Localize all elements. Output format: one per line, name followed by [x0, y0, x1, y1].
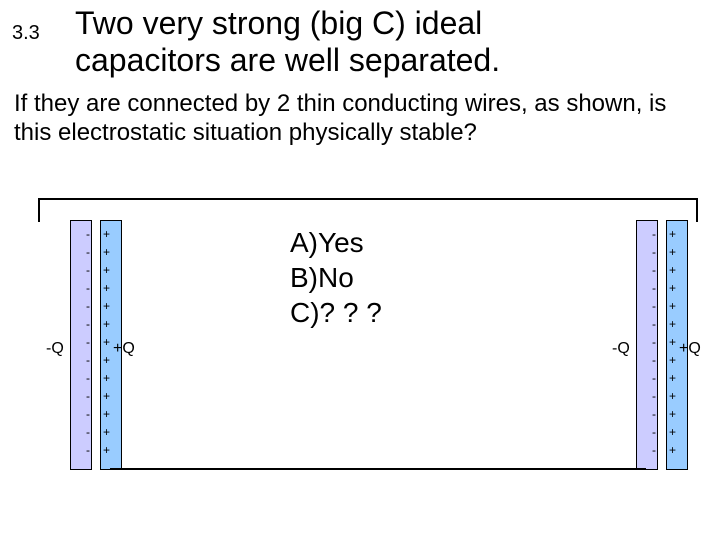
- answer-c: C)? ? ?: [290, 295, 382, 330]
- section-number: 3.3: [12, 22, 40, 45]
- right-neg-charges: - - - - - - - - - - - - -: [652, 225, 656, 459]
- wire-bottom: [110, 468, 646, 470]
- wire-top-drop-left: [38, 198, 40, 222]
- answer-b: B)No: [290, 260, 382, 295]
- right-neg-label: -Q: [612, 340, 630, 358]
- subtitle-text: If they are connected by 2 thin conducti…: [14, 90, 704, 148]
- title-line2: capacitors are well separated.: [75, 42, 500, 79]
- wire-top: [38, 198, 698, 200]
- left-neg-label: -Q: [46, 340, 64, 358]
- left-pos-charges: + + + + + + + + + + + + +: [103, 225, 110, 459]
- answer-options: A)Yes B)No C)? ? ?: [290, 225, 382, 330]
- answer-a: A)Yes: [290, 225, 382, 260]
- right-pos-charges: + + + + + + + + + + + + +: [669, 225, 676, 459]
- right-pos-label: +Q: [679, 340, 701, 358]
- wire-top-drop-right: [696, 198, 698, 222]
- left-neg-charges: - - - - - - - - - - - - -: [86, 225, 90, 459]
- page-title: Two very strong (big C) ideal capacitors…: [75, 5, 500, 79]
- title-line1: Two very strong (big C) ideal: [75, 5, 500, 42]
- left-pos-label: +Q: [113, 340, 135, 358]
